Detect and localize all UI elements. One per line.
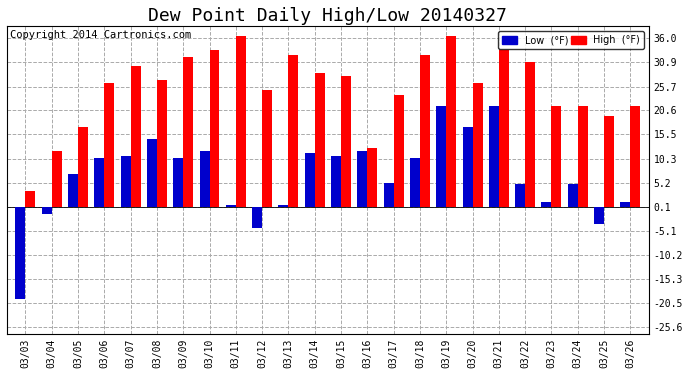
Bar (542, 202, 551, 207)
Bar (95, 158, 104, 207)
Bar (68, 174, 78, 207)
Bar (410, 158, 420, 207)
Bar (568, 184, 578, 207)
Title: Dew Point Daily High/Low 20140327: Dew Point Daily High/Low 20140327 (148, 7, 507, 25)
Bar (252, 207, 262, 228)
Bar (78, 128, 88, 207)
Bar (210, 50, 219, 207)
Bar (436, 106, 446, 207)
Bar (199, 151, 210, 207)
Bar (515, 184, 525, 207)
Bar (104, 83, 115, 207)
Bar (578, 106, 588, 207)
Bar (620, 202, 631, 207)
Bar (279, 205, 288, 207)
Bar (226, 205, 236, 207)
Bar (367, 148, 377, 207)
Text: Copyright 2014 Cartronics.com: Copyright 2014 Cartronics.com (10, 30, 191, 40)
Bar (525, 62, 535, 207)
Bar (631, 106, 640, 207)
Bar (462, 128, 473, 207)
Bar (489, 106, 499, 207)
Bar (41, 207, 52, 214)
Bar (551, 106, 562, 207)
Bar (184, 57, 193, 207)
Bar (499, 50, 509, 207)
Bar (446, 36, 456, 207)
Bar (394, 94, 404, 207)
Bar (420, 55, 430, 207)
Bar (594, 207, 604, 224)
Bar (157, 81, 167, 207)
Bar (288, 55, 298, 207)
Bar (331, 156, 341, 207)
Bar (262, 90, 272, 207)
Bar (357, 151, 367, 207)
Bar (26, 191, 35, 207)
Bar (341, 76, 351, 207)
Bar (305, 153, 315, 207)
Bar (236, 36, 246, 207)
Legend: Low  (°F), High  (°F): Low (°F), High (°F) (498, 32, 644, 49)
Bar (15, 207, 26, 298)
Bar (473, 83, 482, 207)
Bar (52, 151, 61, 207)
Bar (121, 156, 130, 207)
Bar (173, 158, 184, 207)
Bar (147, 139, 157, 207)
Bar (130, 66, 141, 207)
Bar (384, 183, 394, 207)
Bar (315, 74, 325, 207)
Bar (604, 116, 614, 207)
